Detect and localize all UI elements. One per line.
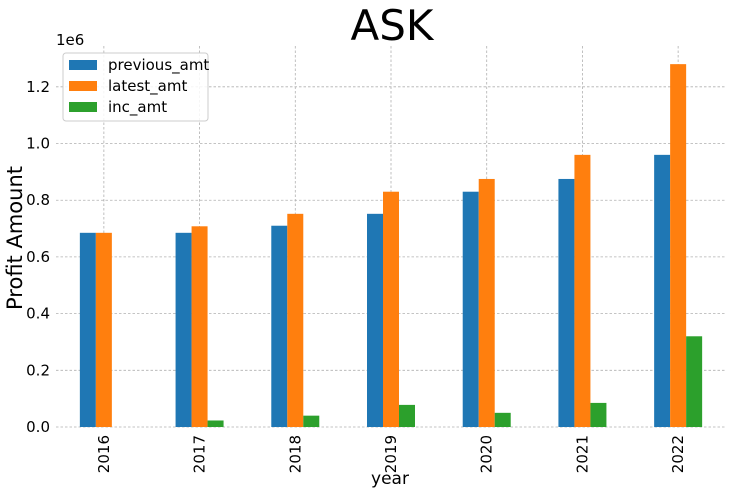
legend-label-latest_amt: latest_amt <box>108 77 187 96</box>
bar-previous_amt-2022 <box>654 154 671 427</box>
bar-latest_amt-2020 <box>478 178 495 427</box>
legend-swatch-inc_amt <box>69 102 97 112</box>
y-tick-label: 0.8 <box>26 191 50 209</box>
y-axis-label: Profit Amount <box>3 166 27 310</box>
bars <box>79 64 703 428</box>
bar-previous_amt-2021 <box>558 178 575 427</box>
bar-inc_amt-2020 <box>494 412 511 427</box>
x-tick-label: 2016 <box>95 435 113 473</box>
bar-latest_amt-2018 <box>287 213 304 427</box>
bar-latest_amt-2017 <box>191 226 208 427</box>
bar-inc_amt-2017 <box>207 420 224 427</box>
bar-inc_amt-2021 <box>590 402 607 427</box>
bar-inc_amt-2022 <box>686 336 703 427</box>
legend-swatch-previous_amt <box>69 60 97 70</box>
bar-previous_amt-2020 <box>462 191 479 427</box>
y-multiplier-label: 1e6 <box>56 31 84 49</box>
bar-latest_amt-2016 <box>95 232 112 427</box>
y-tick-label: 0.4 <box>26 305 50 323</box>
x-tick-label: 2017 <box>191 435 209 473</box>
bar-previous_amt-2017 <box>175 232 192 427</box>
legend-label-previous_amt: previous_amt <box>108 56 209 75</box>
bar-inc_amt-2019 <box>399 404 415 427</box>
legend-label-inc_amt: inc_amt <box>108 98 167 117</box>
y-tick-label: 0.2 <box>26 361 50 379</box>
x-axis-label: year <box>371 469 409 489</box>
bar-previous_amt-2018 <box>271 225 288 427</box>
y-tick-label: 0.0 <box>26 418 50 436</box>
x-tick-label: 2019 <box>382 435 400 473</box>
x-axis-ticks: 2016 2017 2018 2019 2020 2021 2022 <box>95 435 687 473</box>
x-tick-label: 2020 <box>478 435 496 473</box>
legend-frame <box>62 52 209 122</box>
y-tick-label: 1.0 <box>26 135 50 153</box>
bar-previous_amt-2016 <box>79 232 96 427</box>
x-tick-label: 2018 <box>286 435 304 473</box>
y-tick-label: 0.6 <box>26 248 50 266</box>
legend: previous_amt latest_amt inc_amt <box>62 52 209 122</box>
bar-latest_amt-2019 <box>383 191 399 427</box>
x-tick-label: 2021 <box>573 435 591 473</box>
chart-title: ASK <box>351 1 435 50</box>
bar-inc_amt-2018 <box>303 415 320 427</box>
bar-latest_amt-2021 <box>574 154 591 427</box>
legend-swatch-latest_amt <box>69 81 97 91</box>
bar-latest_amt-2022 <box>670 64 687 428</box>
y-axis-ticks: 0.0 0.2 0.4 0.6 0.8 1.0 1.2 <box>26 78 50 436</box>
y-tick-label: 1.2 <box>26 78 50 96</box>
bar-previous_amt-2019 <box>367 213 383 427</box>
x-tick-label: 2022 <box>669 435 687 473</box>
